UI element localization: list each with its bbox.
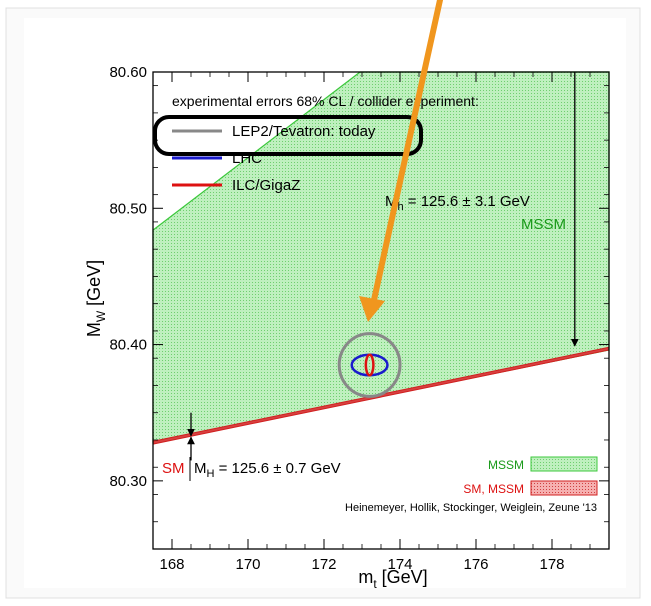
lep2-tevatron-ellipse bbox=[337, 332, 402, 398]
y-tick-label: 80.60 bbox=[109, 64, 147, 81]
x-tick-label: 172 bbox=[311, 556, 336, 573]
box-sm-mssm-label: SM, MSSM bbox=[463, 482, 524, 496]
box-sm-mssm-swatch bbox=[530, 480, 598, 496]
pointer-arrow-head bbox=[359, 296, 385, 322]
legend-highlight-box bbox=[153, 115, 423, 156]
sm-label: SM bbox=[162, 460, 185, 477]
legend-label: ILC/GigaZ bbox=[232, 177, 300, 194]
mh-sm-annotation: MH = 125.6 ± 0.7 GeV bbox=[194, 460, 341, 480]
credit-text: Heinemeyer, Hollik, Stockinger, Weiglein… bbox=[345, 502, 597, 514]
x-tick-label: 170 bbox=[235, 556, 260, 573]
y-tick-label: 80.30 bbox=[109, 473, 147, 490]
x-tick-label: 168 bbox=[159, 556, 184, 573]
ilc-gigaz-ellipse bbox=[364, 353, 375, 377]
box-mssm-label: MSSM bbox=[488, 458, 524, 472]
mssm-label: MSSM bbox=[521, 216, 566, 233]
legend-label: LEP2/Tevatron: today bbox=[232, 123, 376, 140]
y-tick-label: 80.40 bbox=[109, 337, 147, 354]
y-tick-label: 80.50 bbox=[109, 200, 147, 217]
x-tick-label: 174 bbox=[387, 556, 412, 573]
y-axis-label: MW [GeV] bbox=[84, 260, 108, 337]
x-tick-label: 176 bbox=[463, 556, 488, 573]
box-mssm-swatch bbox=[530, 456, 598, 472]
x-tick-label: 178 bbox=[539, 556, 564, 573]
x-axis-label: mt [GeV] bbox=[358, 567, 427, 591]
pointer-arrow-shaft bbox=[371, 0, 443, 303]
legend-title: experimental errors 68% CL / collider ex… bbox=[172, 93, 479, 109]
